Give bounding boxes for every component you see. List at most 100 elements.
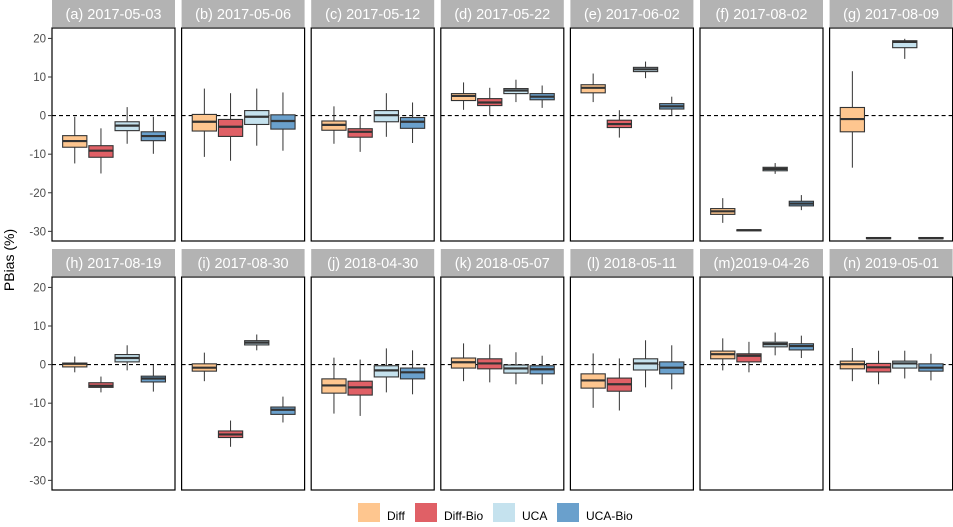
box-uca — [632, 340, 659, 388]
facet-panel: (k) 2018-05-07 — [440, 249, 565, 491]
y-tick-label: 10 — [33, 72, 46, 84]
facet-panel: (b) 2017-05-06 — [181, 0, 306, 242]
panel-frame — [181, 276, 306, 491]
box-uca — [762, 163, 788, 174]
box-diff — [62, 356, 88, 373]
legend-label: UCA-Bio — [586, 509, 633, 522]
box-diff-bio — [88, 128, 114, 174]
box-uca-bio — [140, 364, 167, 392]
box-uca-bio — [918, 236, 944, 240]
panel-frame — [699, 276, 824, 491]
facet-panel: (n) 2019-05-01 — [828, 249, 953, 491]
facet-panel: (j) 2018-04-30 — [310, 249, 435, 491]
facet-panel: (m)2019-04-26 — [699, 249, 824, 491]
facet-panel: (e) 2017-06-02 — [569, 0, 695, 242]
legend-label: Diff-Bio — [444, 509, 483, 522]
panel-frame — [440, 276, 565, 491]
box-diff-bio — [217, 420, 244, 447]
box-diff-bio — [477, 87, 503, 116]
y-tick-label: -30 — [29, 475, 46, 487]
facet-panel: (c) 2017-05-12 — [310, 0, 435, 242]
box-uca-bio — [659, 345, 685, 390]
legend-swatch-uca-bio — [557, 503, 579, 522]
box-diff — [321, 106, 347, 144]
box-diff-bio — [865, 236, 892, 240]
box-uca — [114, 345, 140, 371]
facet-strip — [440, 0, 564, 27]
facet-strip — [570, 249, 694, 276]
box-uca — [244, 334, 270, 351]
facet-panel: (g) 2017-08-09 — [828, 0, 953, 242]
y-tick-label: -10 — [29, 398, 46, 410]
box-uca — [892, 350, 918, 379]
facet-label: (e) 2017-06-02 — [584, 7, 680, 23]
facet-label: (b) 2017-05-06 — [195, 7, 291, 23]
box-uca — [373, 348, 400, 393]
facet-label: (n) 2019-05-01 — [843, 256, 939, 272]
facet-label: (m)2019-04-26 — [714, 256, 810, 272]
box-uca-bio — [529, 85, 555, 108]
box-uca — [503, 79, 529, 103]
box-diff — [321, 357, 347, 414]
facet-panel: (f) 2017-08-02 — [699, 0, 824, 242]
box-uca — [762, 332, 788, 356]
box-diff — [450, 343, 477, 382]
facet-strip — [311, 249, 435, 276]
facet-strip — [440, 249, 564, 276]
box-uca — [632, 61, 659, 79]
box-diff-bio — [736, 229, 762, 232]
box-diff — [580, 353, 606, 408]
facet-label: (h) 2017-08-19 — [66, 256, 162, 272]
box-diff — [191, 352, 218, 382]
facet-label: (l) 2018-05-11 — [587, 256, 677, 272]
facet-strip — [311, 0, 435, 27]
y-axis-label: PBias (%) — [1, 229, 17, 291]
facet-strip — [829, 249, 953, 276]
box-diff — [450, 82, 477, 110]
box-uca-bio — [788, 335, 815, 359]
facet-strip — [570, 0, 694, 27]
box-diff — [580, 73, 606, 103]
box-iqr — [736, 353, 762, 363]
box-diff — [710, 198, 736, 223]
box-diff-bio — [865, 350, 892, 385]
facet-panel: (i) 2017-08-30 — [181, 249, 306, 491]
facet-strip — [700, 249, 823, 276]
box-diff — [839, 348, 866, 382]
box-uca — [373, 93, 400, 137]
box-iqr — [347, 128, 373, 138]
box-diff-bio — [477, 344, 503, 383]
legend-label: Diff — [387, 509, 405, 522]
box-uca-bio — [788, 195, 815, 211]
y-tick-label: 0 — [40, 111, 46, 123]
box-uca-bio — [529, 355, 555, 385]
panel-frame — [828, 27, 953, 242]
facet-strip — [700, 0, 823, 27]
box-iqr — [892, 40, 918, 49]
box-uca-bio — [270, 396, 296, 423]
box-uca — [244, 88, 270, 146]
box-diff-bio — [606, 358, 633, 411]
box-diff — [62, 116, 88, 164]
box-diff-bio — [347, 115, 373, 152]
facet-label: (f) 2017-08-02 — [716, 7, 808, 23]
facet-strip — [181, 0, 305, 27]
y-tick-label: -20 — [29, 188, 46, 200]
box-uca-bio — [659, 96, 685, 116]
box-iqr — [892, 360, 918, 369]
facet-label: (i) 2017-08-30 — [198, 256, 289, 272]
box-iqr — [450, 93, 477, 102]
box-uca — [892, 38, 918, 59]
legend-label: UCA — [522, 509, 547, 522]
legend-swatch-uca — [493, 503, 515, 522]
y-tick-label: 20 — [33, 282, 46, 294]
box-diff-bio — [606, 110, 633, 138]
box-diff — [839, 71, 866, 168]
y-tick-label: -20 — [29, 437, 46, 449]
facet-label: (j) 2018-04-30 — [327, 256, 418, 272]
box-uca-bio — [270, 92, 296, 151]
y-tick-label: 10 — [33, 321, 46, 333]
y-tick-label: -30 — [29, 226, 46, 238]
box-uca — [114, 107, 140, 144]
